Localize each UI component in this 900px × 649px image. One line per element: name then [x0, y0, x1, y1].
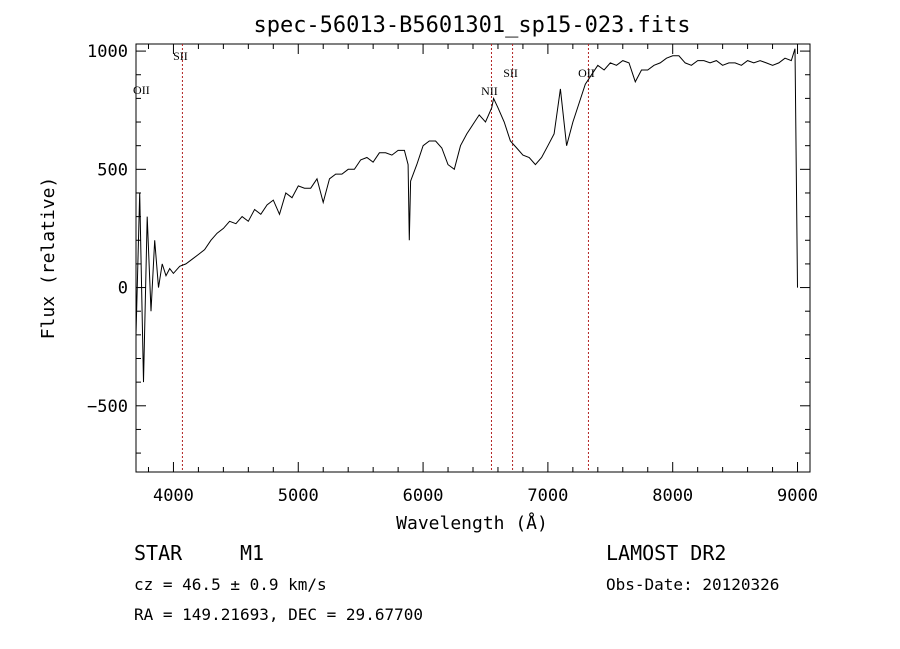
survey-name: LAMOST DR2: [606, 541, 726, 565]
y-tick-label: 500: [97, 160, 128, 180]
emission-line-label: SII: [503, 66, 518, 80]
y-axis-ticks: −500 0 500 1000: [87, 42, 810, 454]
spectrum-line: [135, 48, 798, 383]
coordinates-text: RA = 149.21693, DEC = 29.67700: [134, 605, 423, 624]
chart-title: spec-56013-B5601301_sp15-023.fits: [253, 13, 690, 38]
emission-line-label: SII: [173, 49, 188, 63]
spectrum-series: [135, 48, 798, 383]
x-axis-ticks: 4000 5000 6000 7000 8000 9000: [147, 44, 818, 506]
observation-date: Obs-Date: 20120326: [606, 575, 779, 594]
x-tick-label: 4000: [153, 486, 194, 506]
y-tick-label: 0: [118, 279, 128, 299]
x-tick-label: 7000: [527, 486, 568, 506]
x-tick-label: 6000: [403, 486, 444, 506]
emission-line-label: OII: [133, 83, 150, 97]
y-tick-label: −500: [87, 397, 128, 417]
velocity-text: cz = 46.5 ± 0.9 km/s: [134, 575, 327, 594]
x-tick-label: 5000: [278, 486, 319, 506]
emission-line-label: NII: [481, 84, 498, 98]
y-tick-label: 1000: [87, 42, 128, 62]
x-tick-label: 8000: [652, 486, 693, 506]
object-subclass: M1: [240, 541, 264, 565]
plot-frame: [135, 43, 811, 473]
x-axis-label: Wavelength (Å): [396, 512, 548, 534]
x-tick-label: 9000: [777, 486, 818, 506]
y-axis-label: Flux (relative): [38, 177, 59, 340]
object-class: STAR: [134, 541, 183, 565]
